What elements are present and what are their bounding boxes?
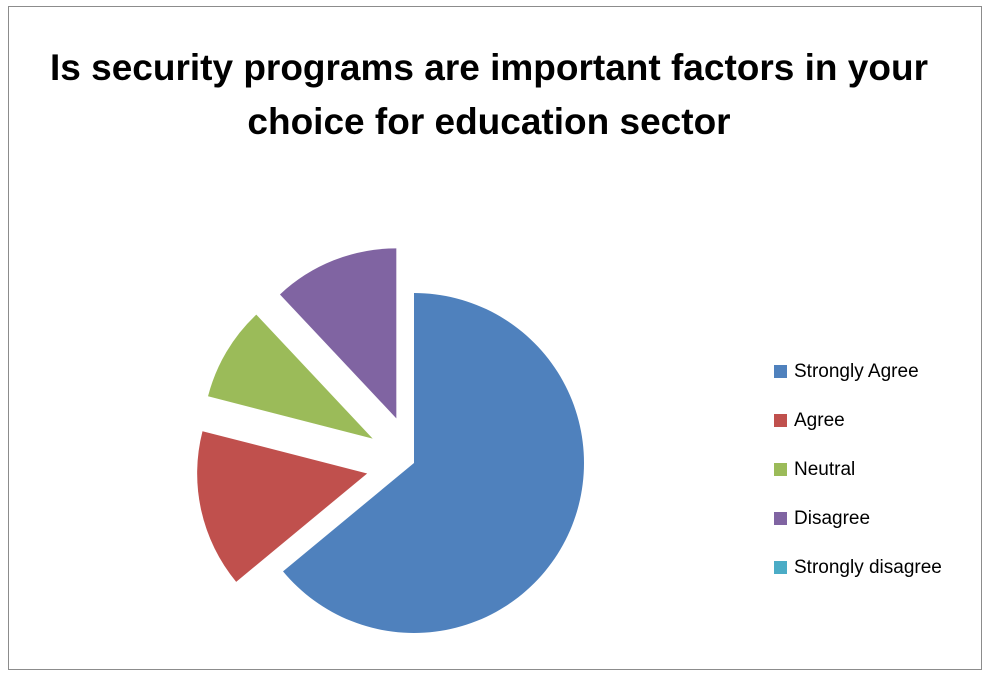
legend-item-strongly-disagree: Strongly disagree <box>774 543 942 592</box>
legend-item-disagree: Disagree <box>774 494 942 543</box>
legend-swatch <box>774 365 787 378</box>
legend-label: Disagree <box>794 507 871 529</box>
pie-slice-agree <box>197 431 368 582</box>
legend-label: Neutral <box>794 458 856 480</box>
pie-slice-disagree <box>279 248 397 419</box>
chart-title: Is security programs are important facto… <box>50 47 928 142</box>
legend-item-strongly-agree: Strongly Agree <box>774 347 942 396</box>
pie-slice-neutral <box>208 314 373 439</box>
legend-label: Agree <box>794 409 845 431</box>
legend-swatch <box>774 463 787 476</box>
legend-swatch <box>774 414 787 427</box>
legend-label: Strongly Agree <box>794 360 919 382</box>
legend-label: Strongly disagree <box>794 556 942 578</box>
chart-area: Is security programs are important facto… <box>8 6 982 670</box>
pie-chart <box>197 248 584 634</box>
legend: Strongly Agree Agree Neutral Disagree Strong… <box>774 347 942 592</box>
pie-slice-strongly-agree <box>283 293 584 634</box>
legend-swatch <box>774 561 787 574</box>
legend-item-agree: Agree <box>774 396 942 445</box>
legend-swatch <box>774 512 787 525</box>
legend-item-neutral: Neutral <box>774 445 942 494</box>
